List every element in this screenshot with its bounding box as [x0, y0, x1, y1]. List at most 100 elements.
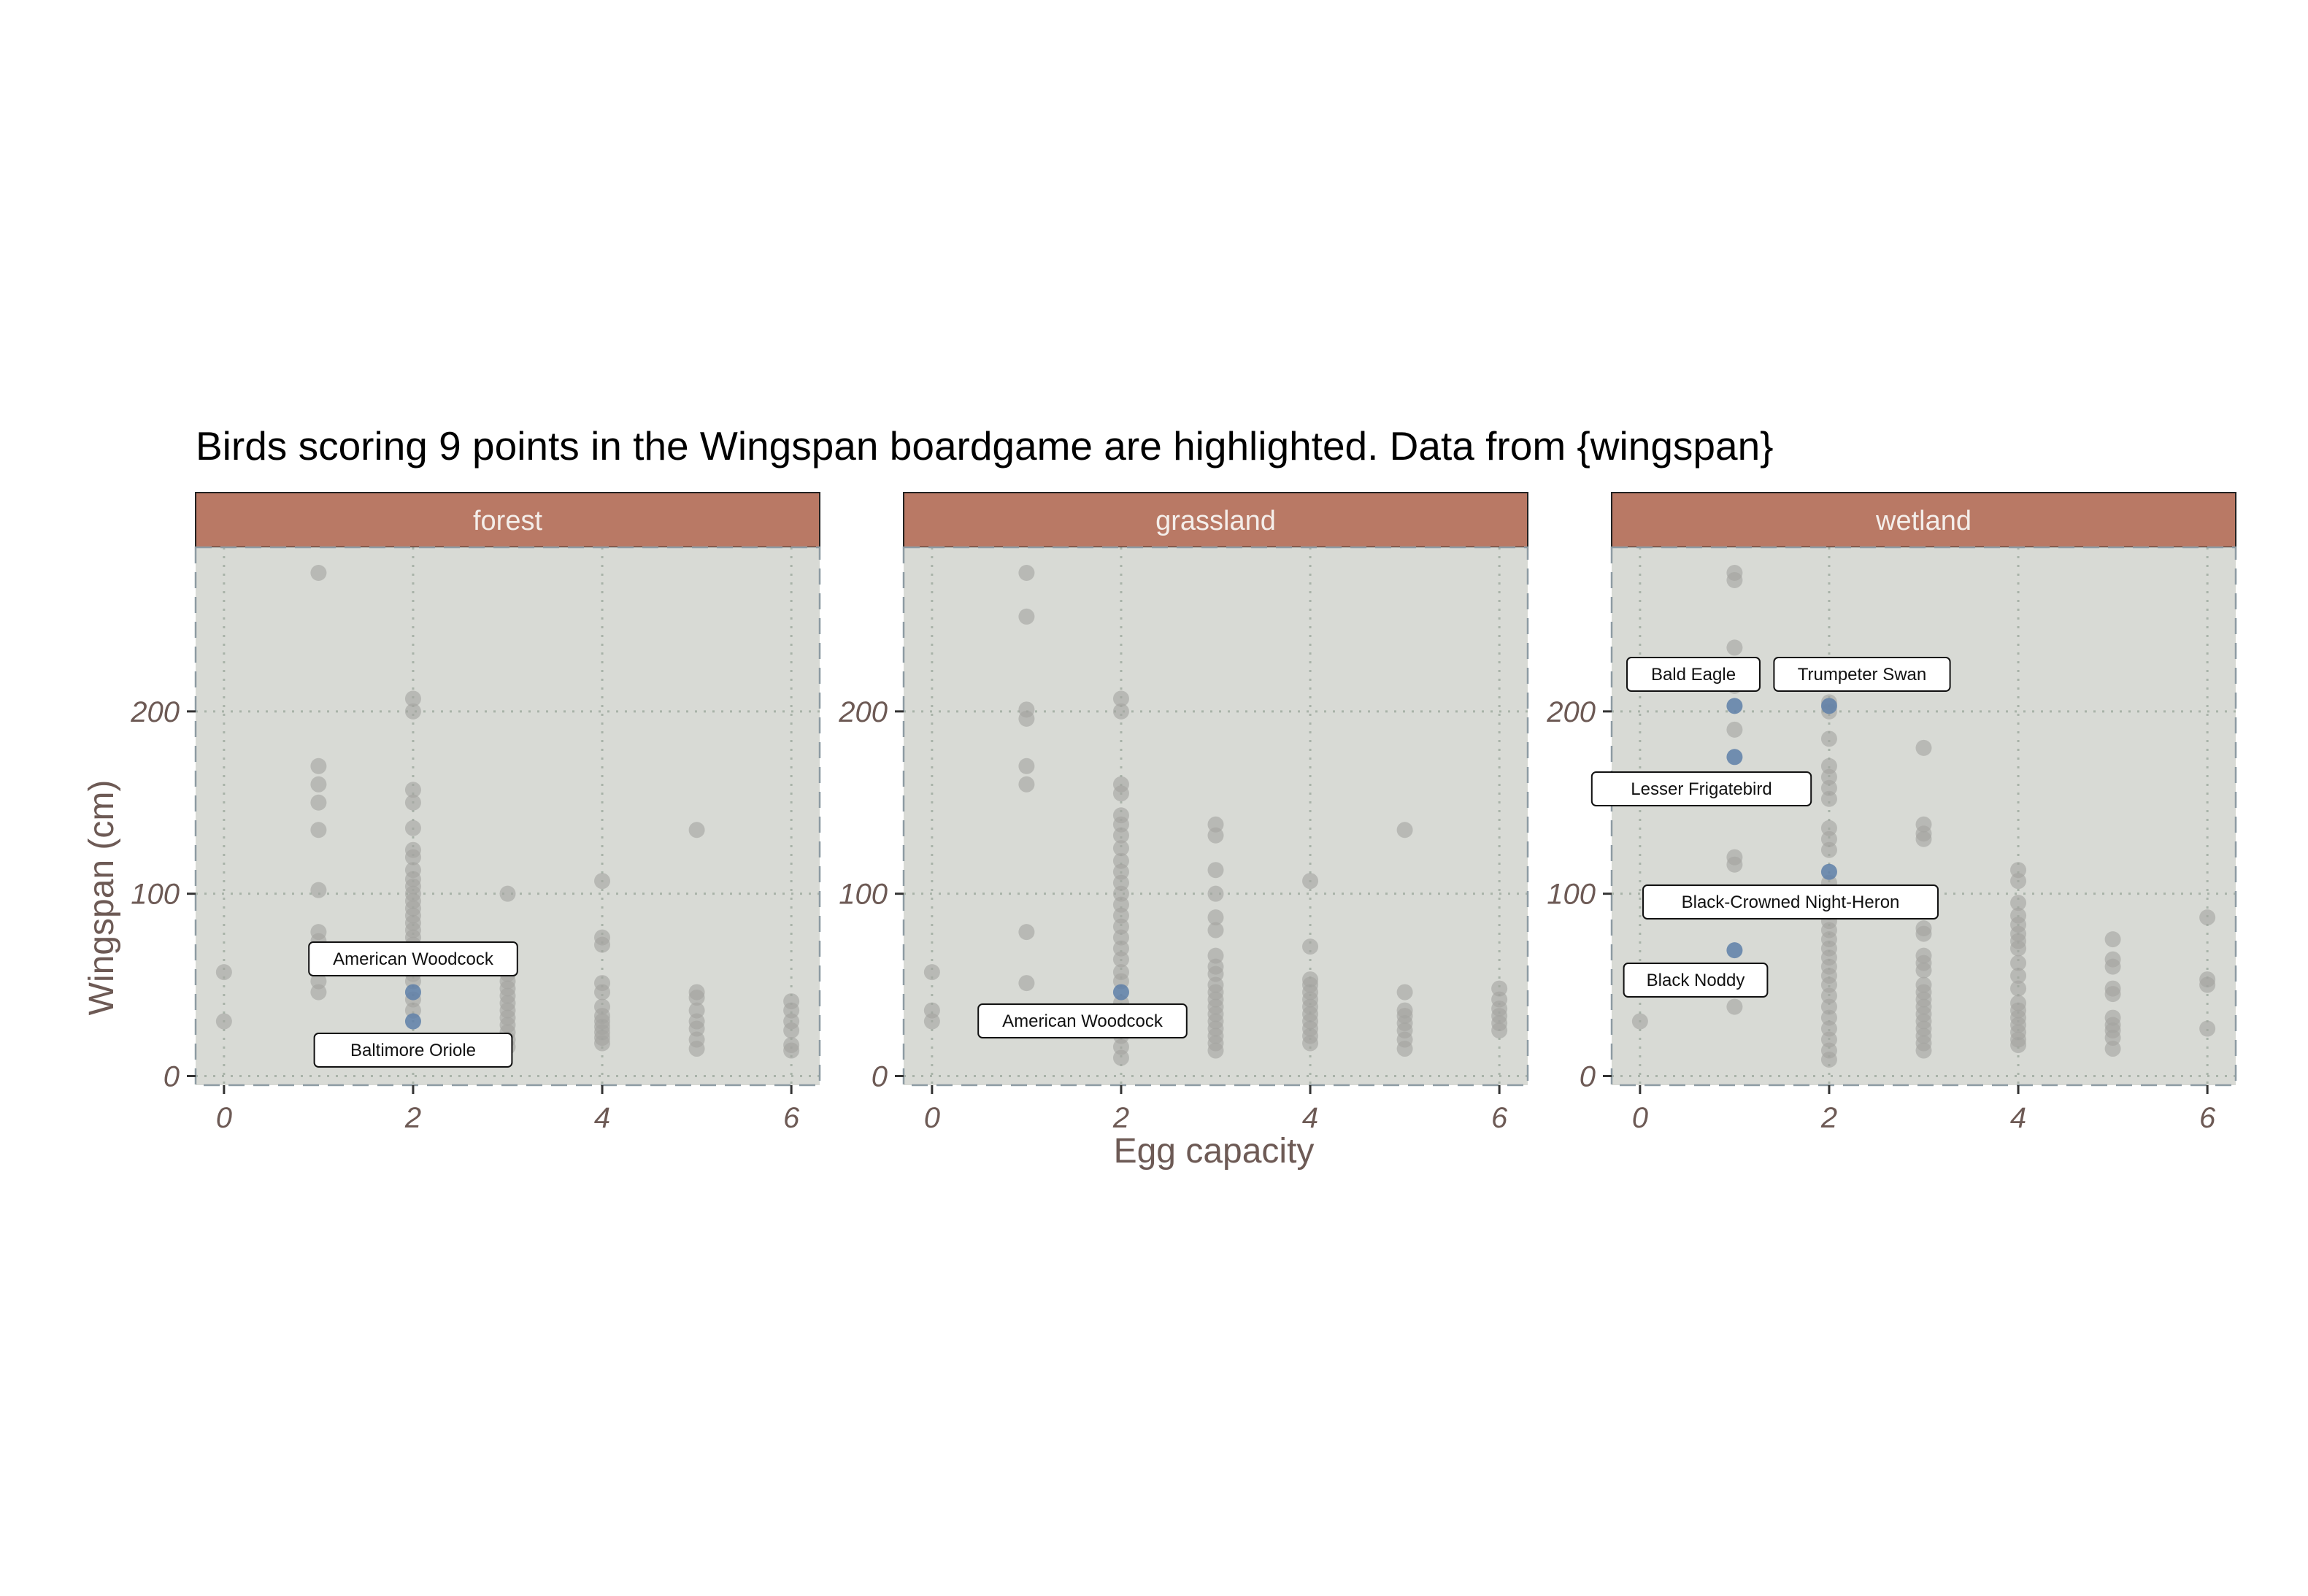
data-point	[1018, 564, 1035, 581]
x-tick-label: 6	[783, 1102, 800, 1134]
facet-panel-wetland: wetland 0 2 4 6 0 100 200	[1546, 492, 2237, 1134]
data-point	[310, 822, 327, 839]
data-point	[2104, 931, 2121, 948]
highlight-label: Black Noddy	[1647, 971, 1745, 990]
data-point	[1018, 776, 1035, 793]
highlight-point	[1726, 749, 1743, 766]
highlight-point	[1726, 698, 1743, 714]
label-box	[1590, 771, 1812, 806]
data-point	[594, 984, 611, 1001]
data-point	[1491, 1022, 1508, 1039]
highlight-labels: American Woodcock Baltimore Oriole America…	[308, 657, 1951, 1068]
data-point	[1112, 827, 1129, 844]
x-tick-label: 2	[1820, 1102, 1837, 1134]
label-box	[308, 941, 518, 976]
data-point	[1915, 925, 1932, 942]
data-point	[1726, 721, 1743, 738]
x-tick-label: 4	[594, 1102, 610, 1134]
highlight-label: Baltimore Oriole	[350, 1041, 476, 1060]
data-point	[923, 1013, 940, 1030]
data-point	[404, 782, 421, 798]
data-point	[499, 885, 516, 902]
data-point	[2104, 986, 2121, 1003]
x-tick-label: 0	[216, 1102, 232, 1134]
data-point	[1396, 984, 1413, 1001]
y-tick-label: 0	[164, 1061, 180, 1093]
y-tick-label: 0	[872, 1061, 888, 1093]
data-point	[1018, 975, 1035, 992]
y-tick-label: 100	[131, 879, 180, 911]
label-box	[313, 1033, 513, 1068]
data-point	[594, 1035, 611, 1052]
highlight-label: Bald Eagle	[1651, 665, 1736, 685]
facet-panel-forest: forest 0 2 4 6 0 100 200	[130, 492, 821, 1134]
x-tick-label: 6	[1491, 1102, 1508, 1134]
data-point	[1302, 938, 1319, 955]
data-point	[688, 822, 705, 839]
highlight-point	[404, 984, 421, 1001]
data-point	[1207, 885, 1224, 902]
data-point	[1018, 924, 1035, 941]
x-tick-label: 6	[2199, 1102, 2216, 1134]
data-point	[2010, 873, 2027, 890]
data-point	[1302, 1035, 1319, 1052]
facet-strip	[195, 492, 820, 548]
data-point	[404, 849, 421, 866]
highlight-label: Trumpeter Swan	[1798, 665, 1927, 685]
data-point	[1726, 856, 1743, 873]
x-tick-label: 4	[2010, 1102, 2026, 1134]
data-point	[1915, 962, 1932, 979]
data-point	[310, 776, 327, 793]
data-point	[688, 1041, 705, 1057]
highlight-point	[1820, 698, 1837, 714]
data-point	[1112, 690, 1129, 707]
data-point	[1018, 757, 1035, 774]
data-point	[1112, 1049, 1129, 1066]
data-point	[1112, 951, 1129, 968]
data-point	[2010, 968, 2027, 984]
data-point	[2199, 909, 2216, 926]
data-point	[215, 964, 232, 981]
facet-panel-grassland: grassland 0 2 4 6 0 100 200	[838, 492, 1529, 1134]
data-point	[310, 794, 327, 811]
data-point	[1207, 827, 1224, 844]
x-tick-label: 0	[1632, 1102, 1648, 1134]
data-point	[783, 1022, 800, 1039]
data-point	[1915, 739, 1932, 756]
data-point	[1820, 1052, 1837, 1068]
data-point	[1207, 1042, 1224, 1059]
data-point	[1915, 830, 1932, 847]
data-point	[1112, 785, 1129, 802]
data-point	[1726, 639, 1743, 656]
highlight-point	[1820, 863, 1837, 880]
data-point	[2199, 976, 2216, 993]
highlight-label: Lesser Frigatebird	[1631, 779, 1772, 799]
y-tick-label: 200	[838, 696, 888, 728]
highlight-point	[1112, 984, 1129, 1001]
facet-strip-label: forest	[473, 506, 542, 536]
chart-title: Birds scoring 9 points in the Wingspan b…	[196, 423, 1774, 469]
y-tick-label: 100	[839, 879, 888, 911]
data-point	[404, 690, 421, 707]
data-point	[1726, 998, 1743, 1015]
x-axis-label: Egg capacity	[1114, 1132, 1315, 1171]
data-point	[404, 703, 421, 720]
highlight-label: American Woodcock	[333, 949, 494, 969]
data-point	[1396, 822, 1413, 839]
facet-strip-label: wetland	[1875, 506, 1972, 536]
data-point	[1302, 873, 1319, 890]
data-point	[1820, 730, 1837, 747]
y-tick-label: 200	[130, 696, 180, 728]
data-point	[2010, 940, 2027, 957]
label-box	[1642, 884, 1939, 920]
label-box	[1623, 963, 1769, 998]
y-tick-label: 0	[1580, 1061, 1596, 1093]
x-tick-label: 2	[1112, 1102, 1129, 1134]
data-point	[404, 794, 421, 811]
facet-strip-label: grassland	[1155, 506, 1276, 536]
label-box	[977, 1003, 1188, 1038]
y-tick-label: 100	[1547, 879, 1596, 911]
y-tick-label: 200	[1546, 696, 1596, 728]
